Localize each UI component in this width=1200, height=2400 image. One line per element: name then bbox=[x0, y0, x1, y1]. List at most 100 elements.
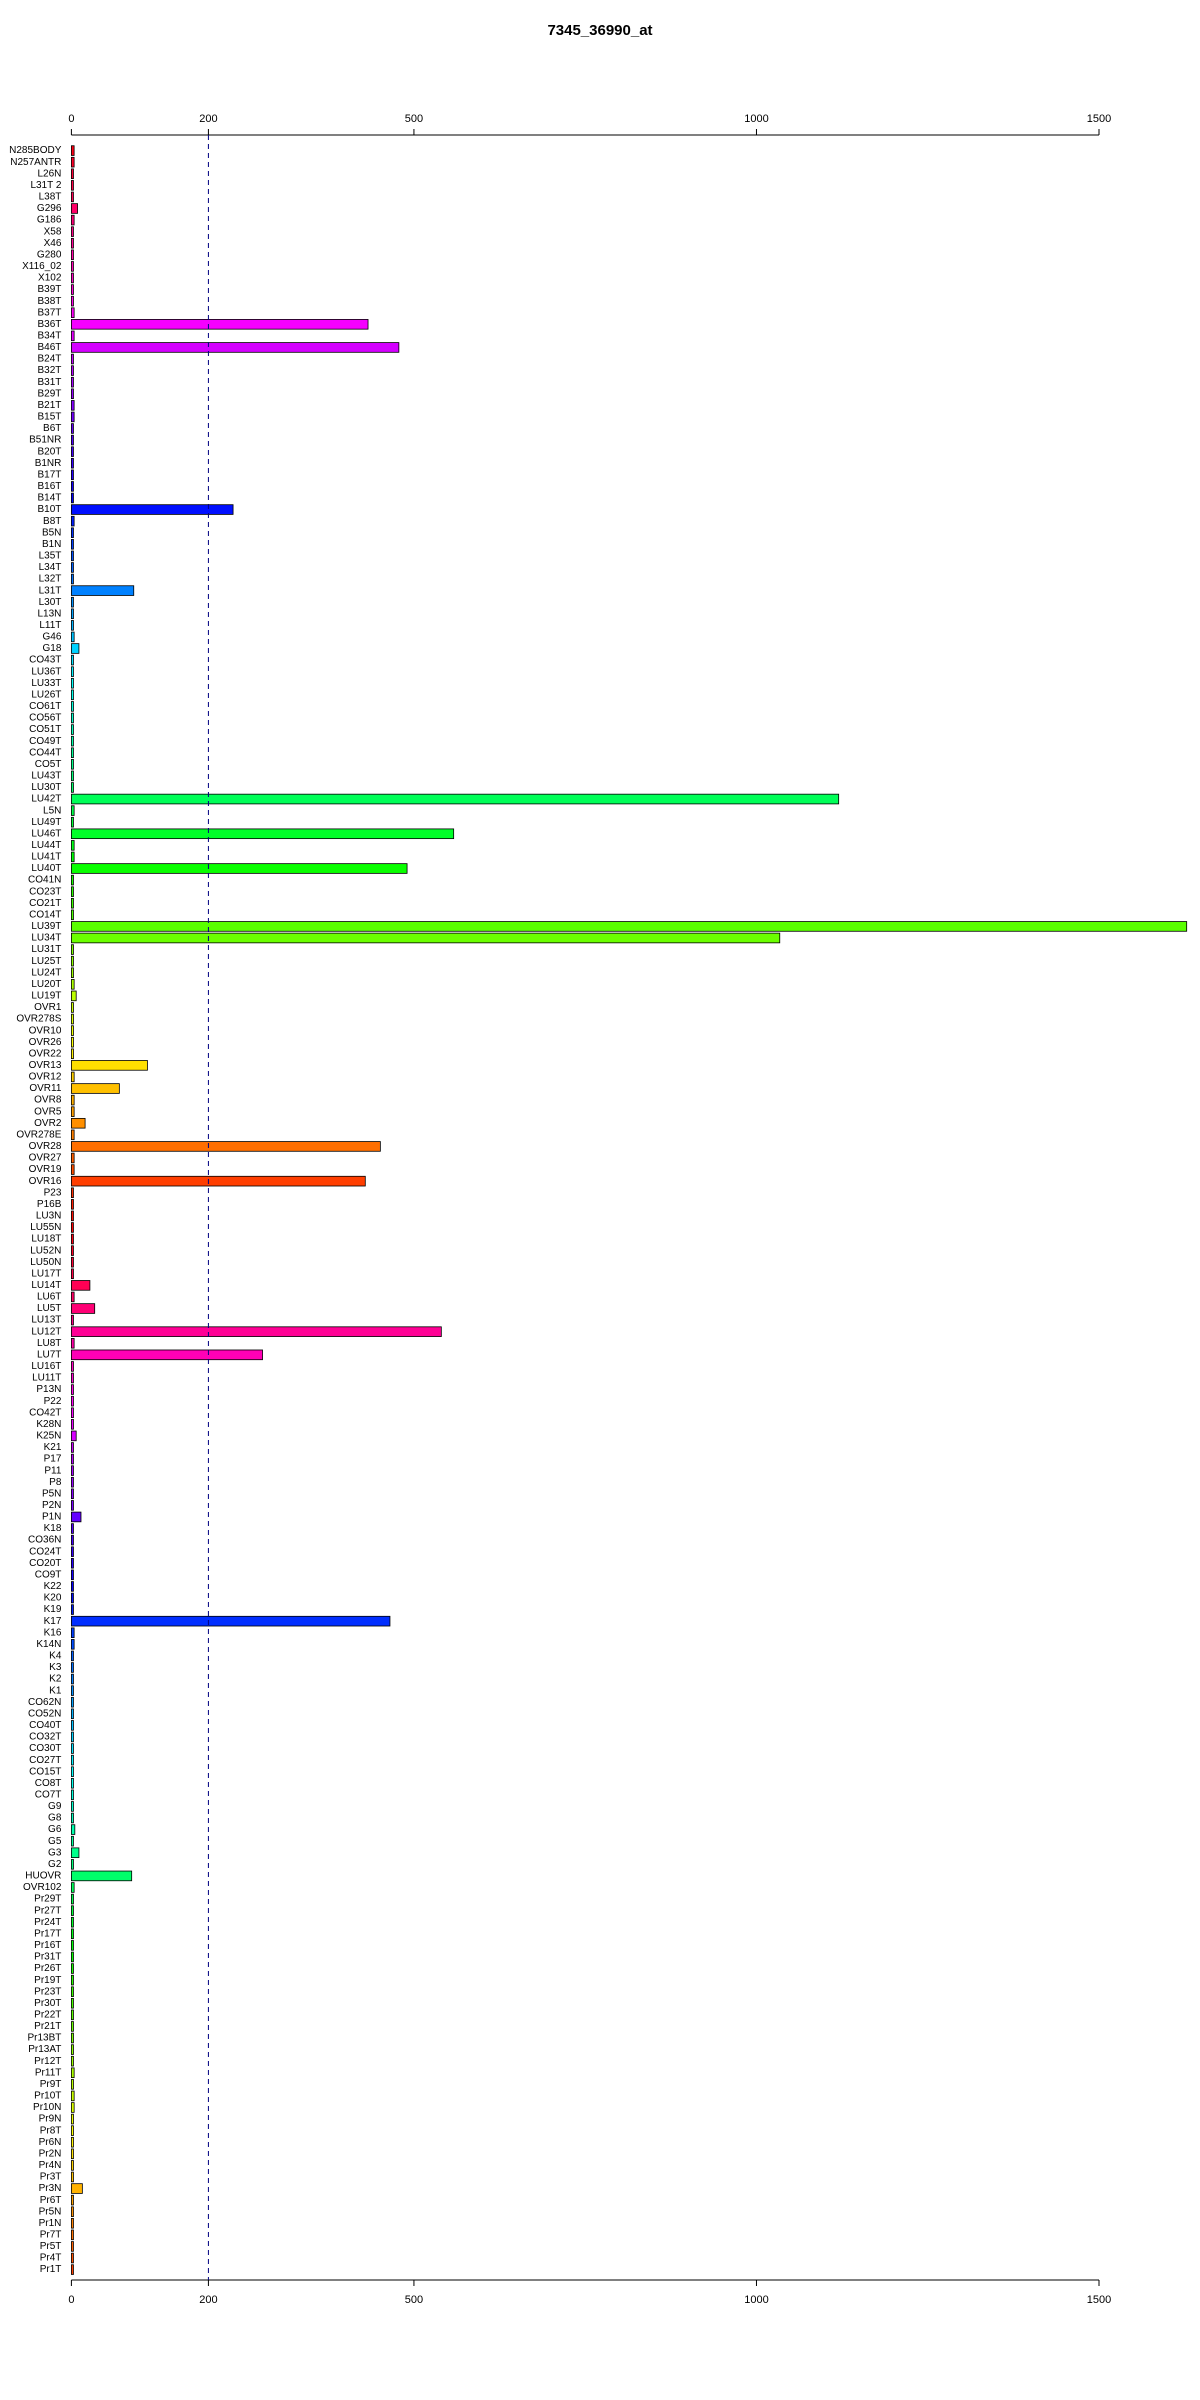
y-tick-label: B38T bbox=[37, 296, 61, 307]
bar bbox=[71, 1199, 74, 1210]
y-tick-label: CO20T bbox=[29, 1558, 61, 1569]
y-tick-label: LU6T bbox=[37, 1292, 61, 1303]
y-tick-label: CO44T bbox=[29, 747, 61, 758]
y-tick-label: B1N bbox=[42, 539, 61, 550]
y-tick-label: LU13T bbox=[31, 1315, 61, 1326]
bar bbox=[71, 1916, 74, 1928]
y-tick-label: L35T bbox=[39, 551, 62, 562]
y-tick-label: G18 bbox=[42, 643, 61, 654]
bar bbox=[71, 805, 75, 816]
bar bbox=[71, 1801, 74, 1812]
y-tick-label: B5N bbox=[42, 527, 61, 538]
bar bbox=[71, 1453, 74, 1465]
bar bbox=[71, 955, 74, 967]
y-tick-label: CO43T bbox=[29, 655, 61, 666]
bar bbox=[71, 272, 74, 284]
bar bbox=[71, 1951, 74, 1963]
y-tick-label: OVR8 bbox=[34, 1095, 62, 1106]
y-tick-label: P2N bbox=[42, 1500, 61, 1511]
y-tick-label: G5 bbox=[48, 1836, 62, 1847]
bar bbox=[71, 886, 74, 897]
y-tick-label: B32T bbox=[37, 365, 61, 376]
bar bbox=[71, 1882, 75, 1893]
bar bbox=[71, 1280, 91, 1291]
bar bbox=[71, 307, 75, 318]
y-tick-label: P17 bbox=[44, 1454, 62, 1465]
bar bbox=[71, 1025, 74, 1036]
y-tick-label: CO42T bbox=[29, 1407, 61, 1418]
bar bbox=[71, 376, 74, 388]
x-tick-label: 0 bbox=[68, 113, 74, 125]
bar bbox=[71, 527, 74, 538]
bar bbox=[71, 793, 840, 805]
y-tick-label: CO5T bbox=[35, 759, 62, 770]
y-tick-label: LU11T bbox=[32, 1373, 61, 1384]
y-tick-label: LU41T bbox=[31, 852, 61, 863]
y-tick-label: LU30T bbox=[31, 782, 61, 793]
y-tick-label: K28N bbox=[36, 1419, 61, 1430]
y-tick-label: G2 bbox=[48, 1859, 62, 1870]
bar bbox=[71, 1002, 74, 1013]
bar bbox=[71, 1210, 74, 1222]
y-tick-label: OVR26 bbox=[29, 1037, 62, 1048]
bar bbox=[71, 2218, 74, 2229]
y-tick-label: X46 bbox=[44, 238, 62, 249]
y-tick-label: CO40T bbox=[29, 1720, 61, 1731]
y-tick-label: Pr19T bbox=[34, 1975, 61, 1986]
bar bbox=[71, 1754, 74, 1766]
bar bbox=[71, 828, 455, 840]
bar bbox=[71, 1129, 75, 1141]
y-tick-label: B1NR bbox=[35, 458, 62, 469]
y-tick-label: Pr23T bbox=[34, 1986, 61, 1997]
bar bbox=[71, 2206, 74, 2217]
y-tick-label: Pr11T bbox=[35, 2067, 62, 2078]
bar bbox=[71, 1476, 74, 1488]
y-tick-label: Pr6T bbox=[40, 2195, 62, 2206]
bar bbox=[71, 1036, 74, 1048]
y-tick-label: LU36T bbox=[31, 666, 61, 677]
y-tick-label: B39T bbox=[37, 284, 61, 295]
y-tick-label: CO56T bbox=[29, 713, 61, 724]
bar bbox=[71, 1372, 74, 1384]
bar bbox=[71, 1789, 74, 1801]
bar bbox=[71, 1812, 74, 1824]
y-tick-label: CO61T bbox=[29, 701, 61, 712]
bar bbox=[71, 979, 75, 990]
bar bbox=[71, 654, 74, 666]
bar bbox=[71, 1326, 442, 1337]
y-tick-label: OVR22 bbox=[29, 1048, 62, 1059]
bar bbox=[71, 457, 74, 469]
x-tick-label: 1000 bbox=[744, 2294, 768, 2306]
y-tick-label: CO52N bbox=[28, 1708, 61, 1719]
bar bbox=[71, 1314, 74, 1326]
y-tick-label: LU50N bbox=[30, 1257, 61, 1268]
y-tick-label: Pr4N bbox=[39, 2160, 62, 2171]
y-tick-label: LU39T bbox=[31, 921, 61, 932]
bar bbox=[71, 1523, 74, 1534]
y-tick-label: N285BODY bbox=[9, 145, 62, 156]
y-tick-label: Pr4T bbox=[40, 2253, 62, 2264]
bar bbox=[71, 2113, 74, 2125]
y-tick-label: LU34T bbox=[31, 933, 61, 944]
y-tick-label: LU20T bbox=[31, 979, 61, 990]
bar bbox=[71, 180, 74, 191]
bar bbox=[71, 677, 74, 689]
y-tick-label: B51NR bbox=[29, 435, 61, 446]
bar bbox=[71, 1488, 74, 1500]
y-tick-label: OVR278S bbox=[16, 1014, 61, 1025]
y-tick-label: K20 bbox=[44, 1593, 62, 1604]
bar bbox=[71, 759, 74, 770]
bar bbox=[71, 2264, 74, 2275]
y-tick-label: L11T bbox=[39, 620, 61, 631]
bar bbox=[71, 203, 78, 214]
x-tick-label: 500 bbox=[405, 2294, 423, 2306]
y-tick-label: G9 bbox=[48, 1801, 62, 1812]
y-tick-label: Pr30T bbox=[34, 1998, 61, 2009]
y-tick-label: P23 bbox=[44, 1187, 62, 1198]
y-tick-label: OVR28 bbox=[29, 1141, 62, 1152]
y-tick-label: B34T bbox=[37, 331, 61, 342]
y-tick-label: Pr21T bbox=[34, 2021, 61, 2032]
y-tick-label: Pr27T bbox=[34, 1905, 61, 1916]
y-tick-label: OVR11 bbox=[29, 1083, 61, 1094]
y-tick-label: LU49T bbox=[31, 817, 61, 828]
